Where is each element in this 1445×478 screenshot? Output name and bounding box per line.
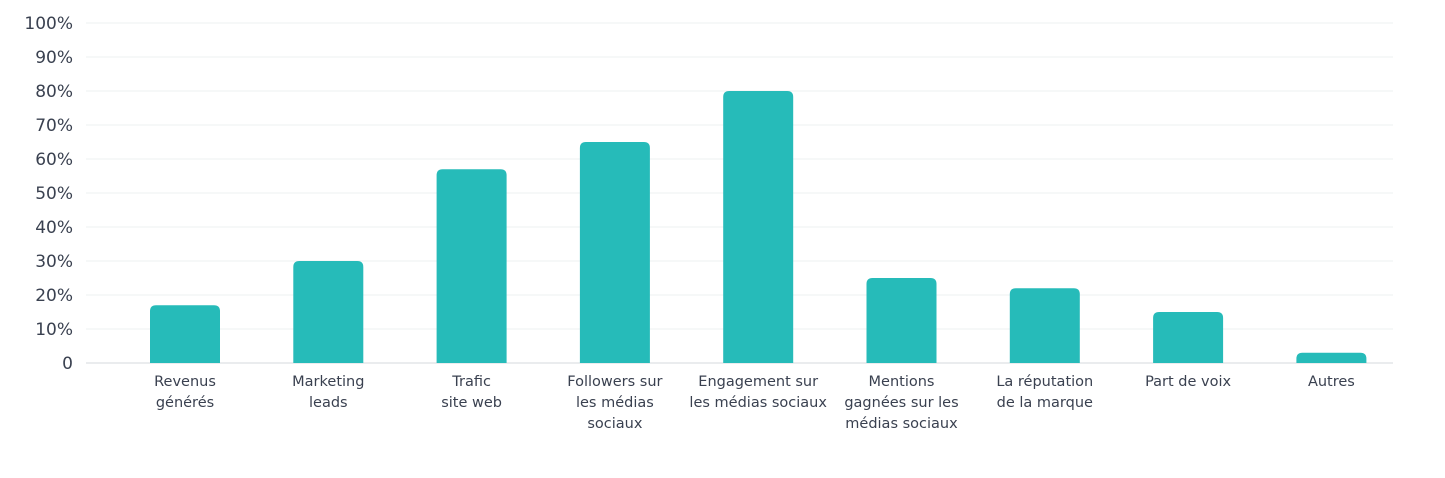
bar xyxy=(1296,352,1367,363)
x-category-label: La réputation de la marque xyxy=(996,374,1093,411)
bar xyxy=(150,305,220,363)
x-category-label-line: Revenus xyxy=(154,374,216,390)
y-tick-label: 20% xyxy=(35,286,73,306)
y-tick-label: 50% xyxy=(35,184,73,204)
y-tick-label: 60% xyxy=(35,150,73,170)
y-tick-label: 80% xyxy=(35,82,73,102)
y-axis: 0 10% 20% 30% 40% 50% 60% 70% 80% 90% 100% xyxy=(24,14,73,374)
x-category-label-line: Engagement sur xyxy=(698,374,818,390)
x-category-label-line: les médias sociaux xyxy=(689,395,827,411)
bar xyxy=(723,91,794,363)
x-category-label: Mentions gagnées sur les médias sociaux xyxy=(844,374,958,432)
x-axis: Revenus générés Marketing leads Trafic site w… xyxy=(154,374,1355,432)
y-tick-label: 40% xyxy=(35,218,73,238)
y-tick-label: 70% xyxy=(35,116,73,136)
x-category-label-line: leads xyxy=(309,395,348,411)
x-category-label-line: sociaux xyxy=(587,416,643,432)
x-category-label: Revenus générés xyxy=(154,374,216,411)
x-category-label-line: de la marque xyxy=(997,395,1093,411)
x-category-label-line: gagnées sur les xyxy=(844,395,958,411)
x-category-label: Engagement sur les médias sociaux xyxy=(689,374,827,411)
bar xyxy=(1153,312,1224,363)
x-category-label-line: les médias xyxy=(576,395,654,411)
bar xyxy=(293,261,364,363)
y-tick-label: 90% xyxy=(35,48,73,68)
bar xyxy=(436,169,507,363)
y-tick-label: 100% xyxy=(24,14,73,34)
x-category-label-line: Part de voix xyxy=(1145,374,1231,390)
x-category-label-line: Followers sur xyxy=(567,374,662,390)
x-category-label-line: Marketing xyxy=(292,374,364,390)
y-tick-label: 0 xyxy=(62,354,73,374)
x-category-label: Part de voix xyxy=(1145,374,1231,390)
y-tick-label: 30% xyxy=(35,252,73,272)
x-category-label: Followers sur les médias sociaux xyxy=(567,374,662,432)
x-category-label-line: La réputation xyxy=(996,374,1093,390)
bar xyxy=(1009,288,1080,363)
bar xyxy=(579,142,650,363)
x-category-label-line: générés xyxy=(156,395,214,411)
x-category-label-line: médias sociaux xyxy=(845,416,958,432)
y-tick-label: 10% xyxy=(35,320,73,340)
x-category-label-line: Mentions xyxy=(869,374,935,390)
x-category-label: Autres xyxy=(1308,374,1355,390)
x-category-label-line: Autres xyxy=(1308,374,1355,390)
x-category-label-line: site web xyxy=(441,395,502,411)
x-category-label: Marketing leads xyxy=(292,374,364,411)
bars xyxy=(150,91,1367,363)
bar xyxy=(866,278,937,363)
x-category-label-line: Trafic xyxy=(451,374,491,390)
x-category-label: Trafic site web xyxy=(441,374,502,411)
